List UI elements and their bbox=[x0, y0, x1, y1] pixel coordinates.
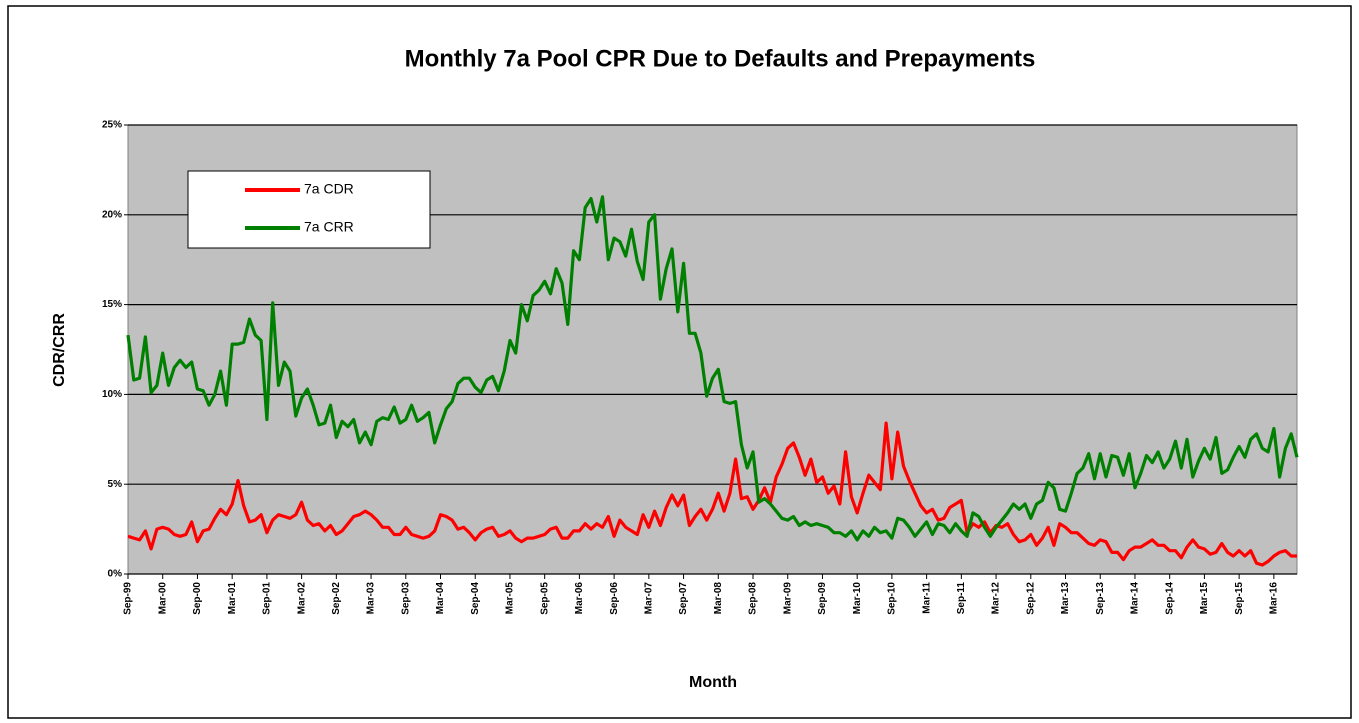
x-tick-label: Mar-04 bbox=[435, 582, 446, 615]
y-tick-label: 25% bbox=[102, 120, 122, 131]
x-axis-label: Month bbox=[689, 674, 737, 691]
legend-label: 7a CDR bbox=[304, 181, 354, 197]
x-tick-label: Sep-09 bbox=[817, 582, 828, 615]
x-tick-label: Sep-04 bbox=[470, 582, 481, 615]
x-tick-label: Mar-11 bbox=[921, 582, 932, 614]
x-tick-label: Sep-12 bbox=[1025, 582, 1036, 615]
legend: 7a CDR 7a CRR bbox=[187, 170, 431, 249]
y-axis-label: CDR/CRR bbox=[51, 313, 68, 387]
x-tick-label: Mar-00 bbox=[157, 582, 168, 615]
x-tick-label: Sep-15 bbox=[1234, 582, 1245, 615]
x-tick-label: Sep-10 bbox=[887, 582, 898, 615]
x-tick-label: Mar-03 bbox=[366, 582, 377, 615]
x-tick-label: Sep-03 bbox=[400, 582, 411, 615]
chart-title: Monthly 7a Pool CPR Due to Defaults and … bbox=[405, 45, 1036, 72]
y-tick-label: 15% bbox=[102, 299, 122, 310]
x-tick-label: Mar-12 bbox=[991, 582, 1002, 615]
x-tick-label: Mar-02 bbox=[296, 582, 307, 615]
x-tick-label: Sep-00 bbox=[192, 582, 203, 615]
lines bbox=[126, 195, 1299, 567]
x-tick-label: Mar-09 bbox=[782, 582, 793, 615]
x-tick-label: Sep-01 bbox=[262, 582, 273, 615]
x-tick-label: Mar-13 bbox=[1060, 582, 1071, 615]
x-tick-label: Sep-06 bbox=[609, 582, 620, 615]
data-line bbox=[127, 421, 1297, 567]
x-tick-label: Sep-05 bbox=[539, 582, 550, 615]
grid: 0% 5% 10% 15% 20% 25% Sep-99 Mar-00 Sep-00 Mar-01… bbox=[102, 120, 1297, 615]
data-line bbox=[126, 195, 1299, 542]
x-tick-label: Mar-16 bbox=[1268, 582, 1279, 615]
x-tick-label: Mar-05 bbox=[505, 582, 516, 615]
y-tick-label: 10% bbox=[102, 389, 122, 400]
y-tick-label: 5% bbox=[108, 479, 123, 490]
x-tick-label: Sep-02 bbox=[331, 582, 342, 615]
legend-box bbox=[187, 170, 431, 249]
x-tick-label: Mar-08 bbox=[713, 582, 724, 615]
x-tick-label: Mar-10 bbox=[852, 582, 863, 615]
x-tick-label: Sep-07 bbox=[678, 582, 689, 615]
x-tick-label: Mar-07 bbox=[643, 582, 654, 615]
x-tick-label: Sep-11 bbox=[956, 582, 967, 615]
x-tick-label: Mar-06 bbox=[574, 582, 585, 615]
x-tick-label: Sep-99 bbox=[123, 582, 134, 615]
y-tick-label: 0% bbox=[108, 569, 123, 580]
x-tick-label: Sep-13 bbox=[1095, 582, 1106, 615]
legend-label: 7a CRR bbox=[304, 219, 354, 235]
x-tick-label: Mar-15 bbox=[1199, 582, 1210, 615]
x-tick-label: Sep-08 bbox=[748, 582, 759, 615]
y-tick-label: 20% bbox=[102, 209, 122, 220]
x-tick-label: Mar-01 bbox=[227, 582, 238, 615]
x-tick-label: Sep-14 bbox=[1164, 582, 1175, 615]
x-tick-label: Mar-14 bbox=[1130, 582, 1141, 615]
